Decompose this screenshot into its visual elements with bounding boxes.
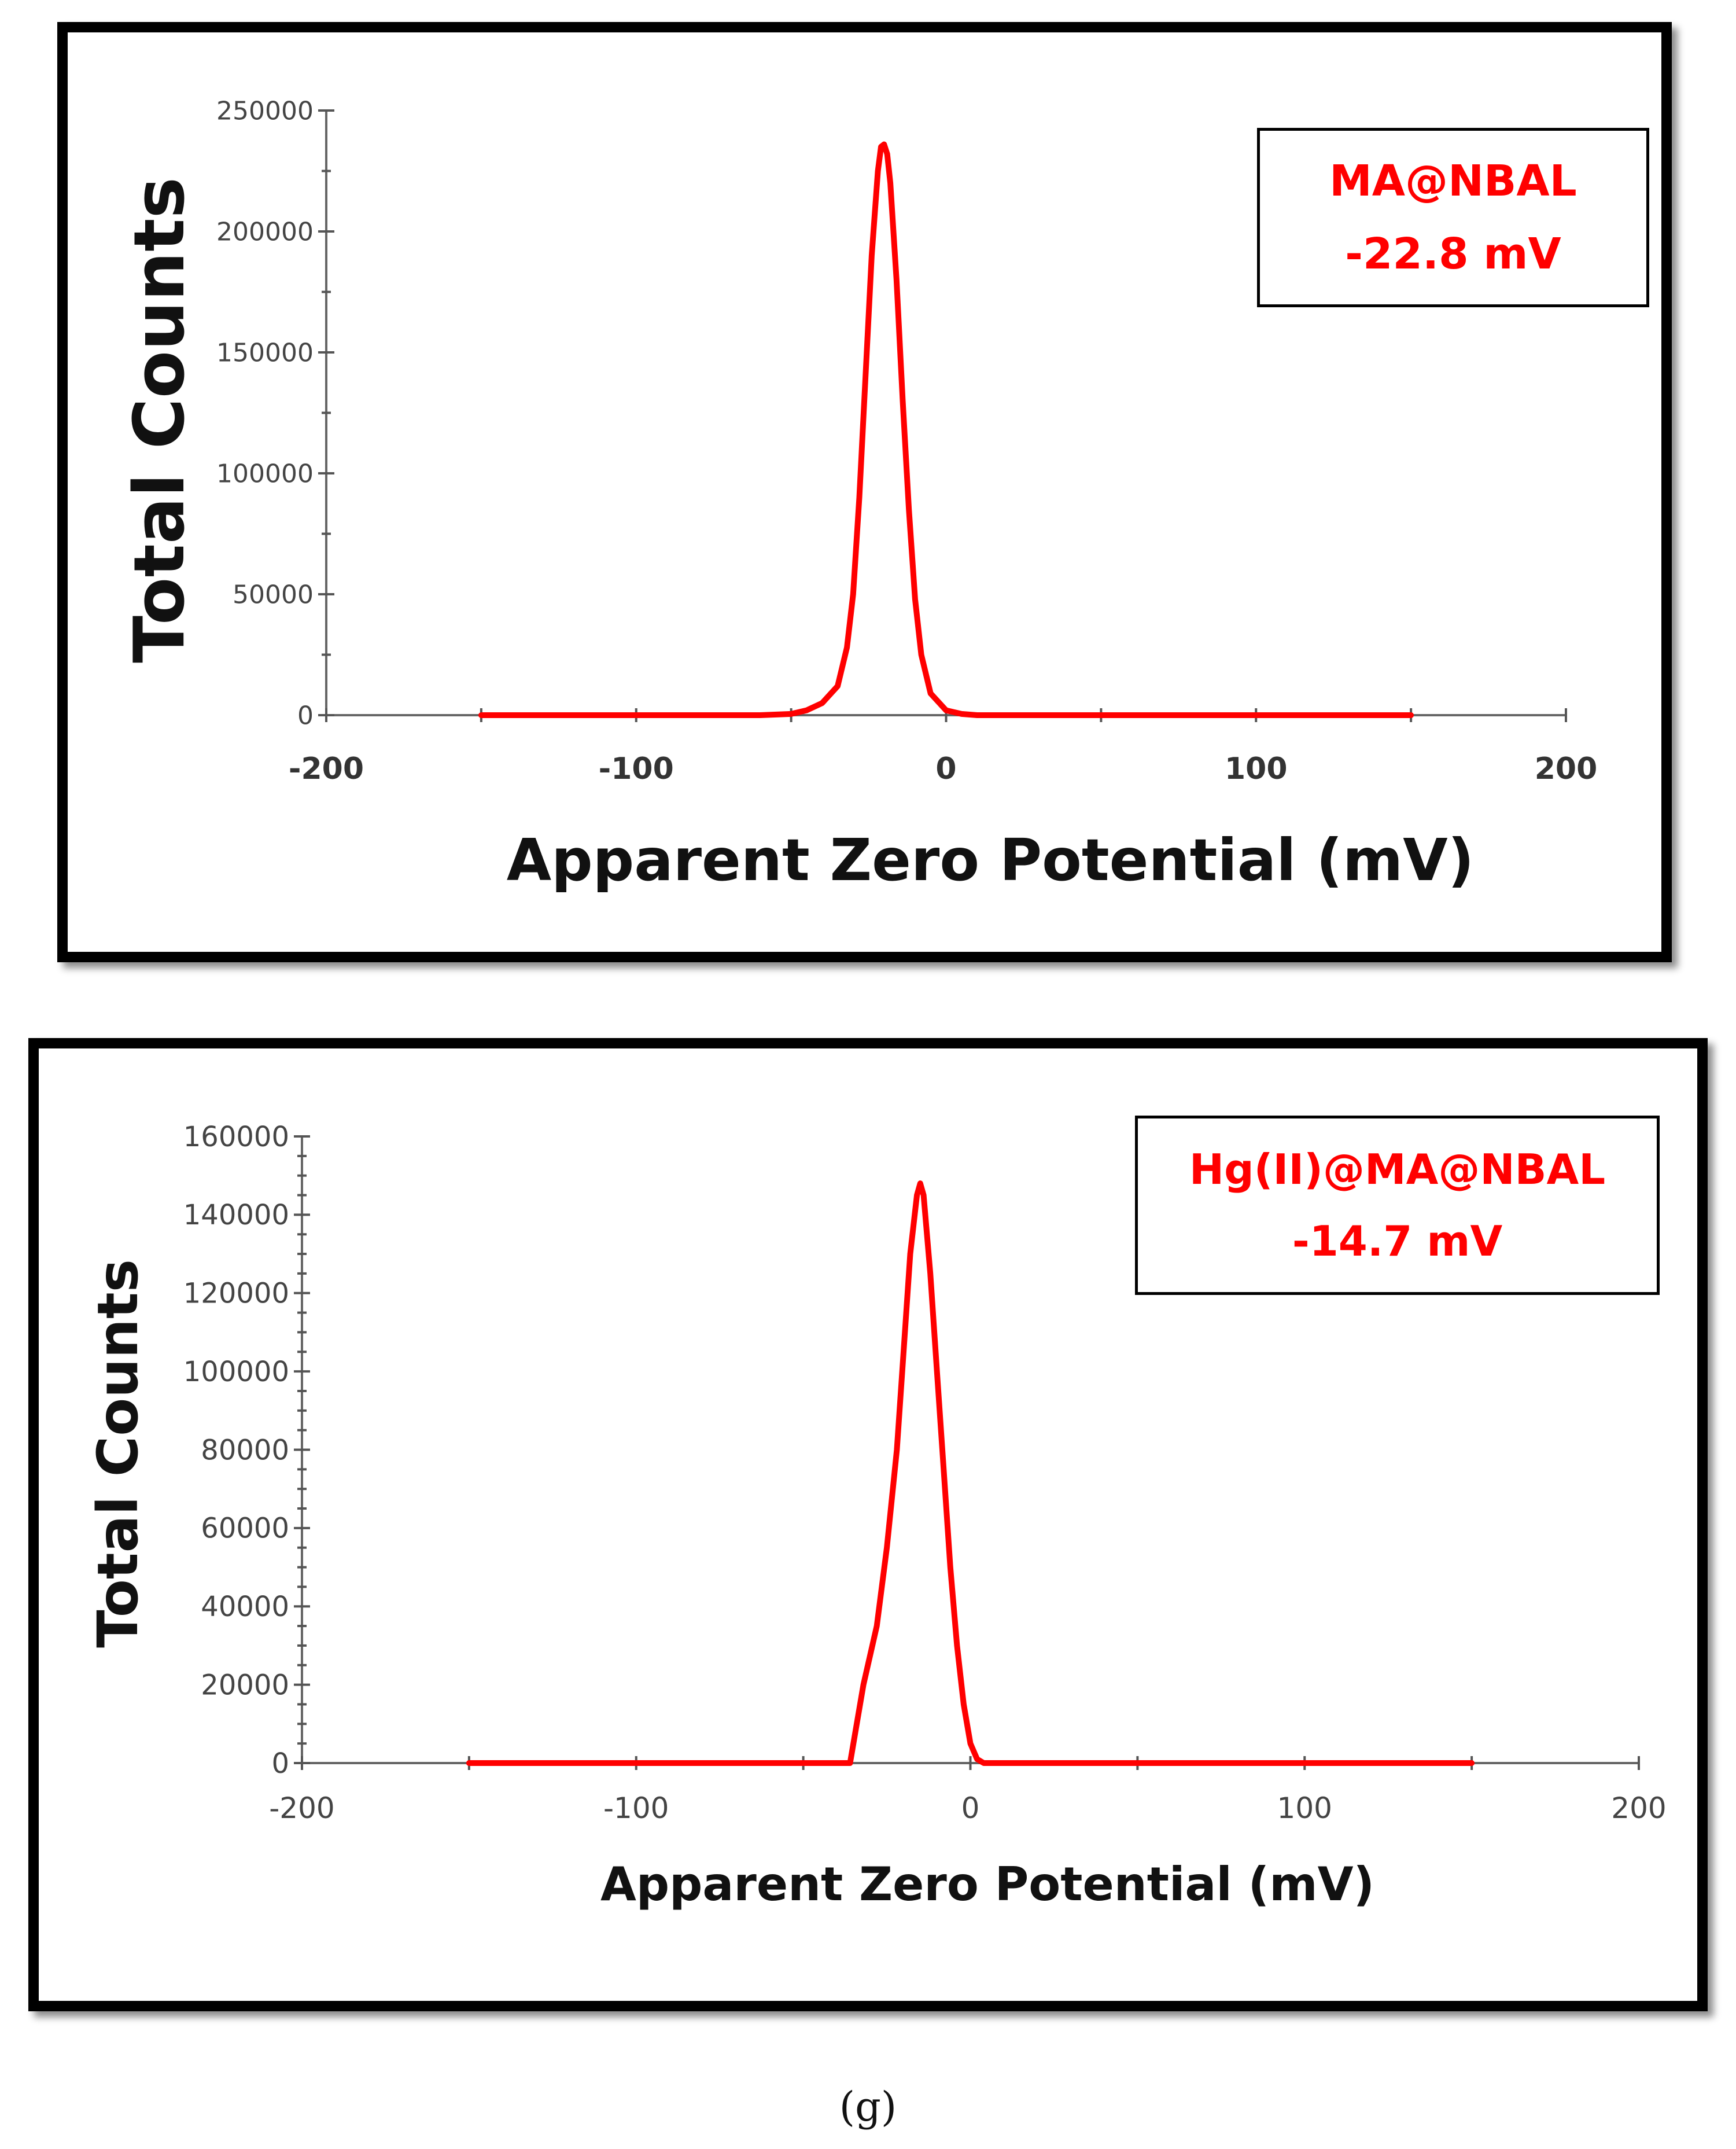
- y-axis-title: Total Counts: [120, 177, 200, 663]
- x-tick-label: 0: [961, 1791, 980, 1825]
- x-tick-label: -200: [289, 752, 364, 786]
- y-tick-label: 140000: [183, 1199, 289, 1231]
- legend-box: MA@NBAL -22.8 mV: [1257, 128, 1649, 307]
- zeta-chart-hg-ma-nbal: -200 -100 0 100 200 0 20000 40000 60000 80000 1000…: [86, 1121, 1667, 1911]
- y-tick-label: 250000: [216, 96, 314, 126]
- figure-caption: (g): [839, 2083, 897, 2130]
- x-tick-label: 100: [1225, 752, 1288, 786]
- y-tick-label: 0: [271, 1747, 289, 1780]
- y-axis-title: Total Counts: [86, 1259, 150, 1648]
- series-line: [478, 141, 1414, 718]
- y-tick-label: 200000: [216, 217, 314, 246]
- x-tick-label: -100: [603, 1791, 669, 1825]
- legend-zeta-value: -14.7 mV: [1292, 1217, 1503, 1265]
- y-tick-label: 80000: [201, 1434, 289, 1466]
- y-tick-label: 0: [297, 701, 314, 730]
- y-tick-label: 100000: [216, 459, 314, 488]
- x-tick-label: 200: [1535, 752, 1598, 786]
- x-tick-label: -200: [269, 1791, 334, 1825]
- x-axis-title: Apparent Zero Potential (mV): [600, 1857, 1374, 1911]
- x-tick-label: 0: [935, 752, 956, 786]
- y-tick-label: 150000: [216, 338, 314, 367]
- legend-zeta-value: -22.8 mV: [1345, 229, 1561, 279]
- y-tick-label: 120000: [183, 1278, 289, 1310]
- zeta-chart-panel-ma-nbal: -200 -100 0 100 200 0 50000 100000 150000 200000 2…: [57, 22, 1672, 962]
- y-tick-label: 60000: [201, 1513, 289, 1545]
- y-tick-label: 20000: [201, 1669, 289, 1701]
- y-tick-label: 50000: [233, 580, 314, 609]
- zeta-chart-ma-nbal: -200 -100 0 100 200 0 50000 100000 150000 200000 2…: [120, 96, 1598, 894]
- y-tick-label: 100000: [183, 1356, 289, 1388]
- zeta-chart-panel-hg-ma-nbal: -200 -100 0 100 200 0 20000 40000 60000 80000 1000…: [28, 1038, 1708, 2011]
- x-tick-label: 200: [1611, 1791, 1666, 1825]
- x-tick-label: 100: [1277, 1791, 1332, 1825]
- legend-box: Hg(II)@MA@NBAL -14.7 mV: [1135, 1116, 1660, 1295]
- legend-sample-name: Hg(II)@MA@NBAL: [1189, 1145, 1606, 1194]
- series-line: [466, 1180, 1475, 1766]
- x-tick-label: -100: [599, 752, 674, 786]
- legend-sample-name: MA@NBAL: [1329, 156, 1577, 206]
- x-axis-title: Apparent Zero Potential (mV): [507, 826, 1475, 894]
- y-tick-label: 40000: [201, 1591, 289, 1623]
- y-tick-label: 160000: [183, 1121, 289, 1153]
